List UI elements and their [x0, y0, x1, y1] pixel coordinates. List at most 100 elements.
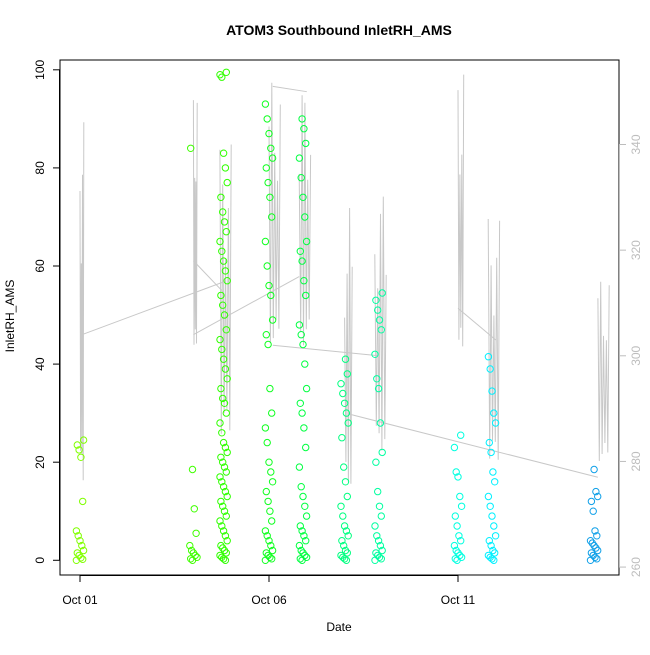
data-point: [339, 553, 347, 561]
data-point: [261, 237, 270, 246]
data-point: [371, 556, 379, 564]
data-point: [298, 115, 306, 123]
data-point: [301, 213, 309, 221]
data-point: [491, 419, 500, 427]
data-point: [302, 291, 310, 300]
data-point: [220, 463, 229, 471]
data-point: [301, 360, 309, 368]
data-point: [297, 174, 305, 182]
data-point: [266, 553, 274, 561]
data-point: [223, 537, 231, 545]
data-point: [486, 365, 494, 373]
axes: 0 20 40 60 80 100 260 280 300 320 340 Oct 01 Oct 06 O…: [33, 59, 643, 607]
data-point: [299, 492, 307, 501]
data-point: [343, 549, 351, 557]
data-point: [590, 465, 598, 474]
y2-tick-label: 260: [629, 557, 643, 577]
data-point: [73, 441, 82, 449]
data-point: [377, 512, 385, 520]
data-point: [374, 306, 382, 314]
data-point: [268, 478, 277, 486]
data-point: [453, 522, 461, 530]
background-connector: [272, 85, 307, 93]
data-point: [587, 497, 596, 506]
data-point: [221, 164, 230, 172]
data-point: [216, 517, 224, 525]
data-point: [222, 512, 231, 520]
data-point: [77, 453, 85, 461]
data-point: [77, 554, 85, 562]
data-point: [268, 409, 276, 417]
x-tick-label: Oct 06: [251, 593, 287, 607]
data-point: [299, 549, 307, 557]
background-connector: [193, 260, 225, 293]
data-point: [343, 370, 351, 378]
data-point: [378, 448, 386, 457]
data-point: [261, 527, 270, 535]
data-point: [188, 556, 197, 564]
data-point: [371, 522, 379, 530]
data-point: [72, 527, 81, 535]
data-point: [295, 463, 304, 471]
data-point: [219, 149, 228, 157]
background-connector: [81, 281, 224, 336]
data-point: [588, 539, 596, 547]
data-point: [266, 384, 274, 393]
data-point: [340, 541, 348, 550]
data-point: [217, 193, 225, 202]
data-point: [302, 139, 310, 148]
data-point: [337, 380, 345, 388]
data-point: [486, 502, 494, 510]
data-point: [485, 537, 493, 545]
data-point: [341, 478, 350, 486]
data-point: [296, 522, 304, 530]
data-point: [298, 409, 306, 417]
data-point: [592, 544, 600, 552]
background-trace: [298, 95, 312, 346]
data-point: [267, 468, 275, 476]
data-point: [264, 340, 272, 349]
data-point: [337, 502, 345, 510]
data-point: [262, 331, 270, 339]
data-point: [261, 556, 270, 564]
data-point: [372, 458, 380, 466]
background-trace: [192, 100, 198, 345]
data-point: [340, 522, 349, 530]
data-point: [457, 537, 465, 545]
data-point: [218, 345, 226, 354]
data-point: [220, 507, 229, 515]
data-point: [340, 399, 349, 407]
data-point: [343, 492, 351, 501]
data-point: [300, 532, 308, 540]
data-point: [485, 438, 493, 447]
data-point: [302, 384, 311, 393]
data-point: [593, 532, 601, 540]
data-point: [186, 541, 194, 550]
data-point: [372, 296, 380, 304]
data-point: [376, 419, 385, 427]
data-point: [344, 419, 352, 427]
data-point: [484, 492, 493, 501]
data-point: [302, 537, 310, 545]
data-point: [302, 553, 311, 561]
data-point: [268, 546, 277, 555]
data-point: [219, 502, 227, 510]
data-point: [373, 532, 381, 540]
data-point: [219, 394, 227, 403]
data-point: [295, 154, 304, 162]
data-point: [221, 487, 230, 496]
data-point: [219, 257, 228, 265]
data-point: [189, 549, 198, 557]
data-point: [300, 424, 308, 432]
data-point: [487, 541, 495, 550]
data-point: [297, 483, 305, 491]
data-point: [219, 527, 228, 535]
data-point: [268, 316, 277, 324]
data-point: [187, 144, 195, 153]
data-point: [264, 497, 272, 506]
data-point: [263, 262, 271, 270]
data-point: [451, 512, 459, 520]
data-point: [344, 532, 352, 540]
data-point: [297, 331, 305, 339]
